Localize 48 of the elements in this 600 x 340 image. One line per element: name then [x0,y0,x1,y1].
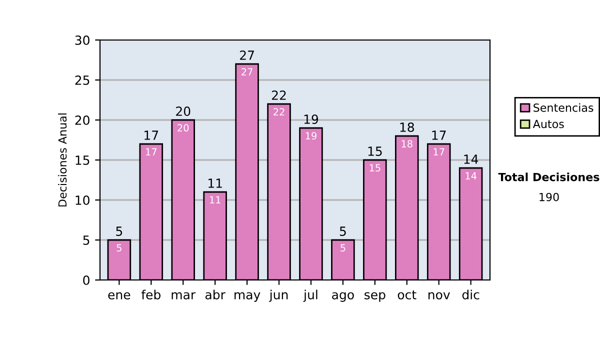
x-tick-label: feb [141,290,160,300]
data-label: 5 [116,244,122,252]
data-label: 19 [306,132,316,140]
legend-label: Sentencias [534,103,594,112]
total-label: 15 [368,146,382,156]
data-label: 17 [434,148,444,156]
legend-label: Autos [532,120,564,128]
total-label: 20 [176,106,190,116]
x-tick-label: dic [462,290,480,300]
data-label: 22 [274,108,284,116]
data-label: 18 [402,140,412,148]
data-label: 14 [466,172,476,180]
data-label: 27 [242,68,252,76]
x-tick-label: nov [428,292,450,300]
total-label: 22 [272,90,286,100]
y-tick-label: 10 [76,195,90,205]
data-label: 15 [370,164,380,172]
data-label: 20 [178,124,189,132]
y-tick-label: 5 [83,236,90,245]
y-tick-label: 25 [75,75,90,85]
total-label: 18 [400,122,414,132]
y-tick-label: 15 [76,156,90,165]
y-tick-label: 30 [75,35,90,45]
total-label: 27 [240,50,254,60]
x-tick-label: ene [108,292,130,300]
total-label: 17 [432,130,446,140]
text: Total Decisiones [498,172,600,182]
y-tick-label: 0 [83,275,90,285]
x-tick-label: sep [364,292,386,302]
x-tick-label: ago [332,292,354,302]
total-label: 14 [464,154,478,164]
text: 190 [540,192,559,202]
data-label: 5 [340,244,346,252]
total-label: 17 [144,130,158,140]
x-tick-label: abr [205,290,226,300]
total-label: 19 [304,114,318,124]
data-label: 11 [210,196,220,204]
x-tick-label: jun [269,290,288,302]
y-tick-label: 20 [75,115,90,125]
x-tick-label: jul [303,290,318,302]
total-label: 11 [208,178,222,188]
total-label: 5 [116,226,122,236]
x-tick-label: may [234,292,260,302]
y-axis-title: Decisiones Anual [58,114,67,206]
data-label: 17 [146,148,156,156]
x-tick-label: mar [172,292,196,300]
x-tick-label: oct [398,290,416,300]
total-label: 5 [340,226,346,236]
